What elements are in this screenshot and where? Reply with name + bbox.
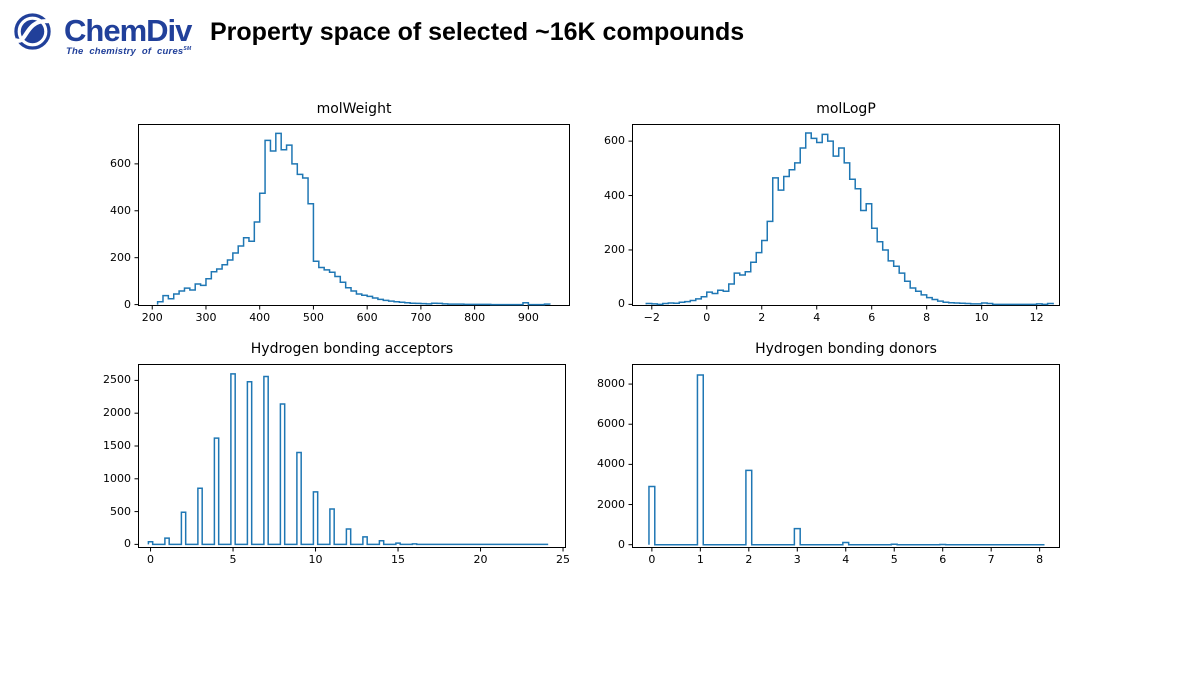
histogram-path xyxy=(156,132,551,306)
x-tick-label: −2 xyxy=(643,311,660,324)
x-tick-label: 400 xyxy=(249,311,271,324)
histogram-svg xyxy=(134,364,566,552)
x-tick-label: 20 xyxy=(473,553,488,566)
y-tick-label: 500 xyxy=(110,504,131,518)
x-tick-label: 900 xyxy=(517,311,539,324)
x-tick-label: 200 xyxy=(141,311,163,324)
y-tick-label: 0 xyxy=(618,297,625,311)
y-tick-label: 0 xyxy=(124,537,131,551)
x-tick-label: 6 xyxy=(868,311,876,324)
x-tick-label: 700 xyxy=(410,311,432,324)
x-tick-label: 10 xyxy=(974,311,989,324)
logo-ring xyxy=(14,13,51,50)
x-tick-label: 4 xyxy=(813,311,821,324)
y-tick-label: 2000 xyxy=(597,497,625,511)
chart-title-hb-acceptors: Hydrogen bonding acceptors xyxy=(250,341,454,357)
y-tick-label: 0 xyxy=(618,537,625,551)
y-tick-label: 8000 xyxy=(597,377,625,391)
x-tick-label: 12 xyxy=(1029,311,1044,324)
x-tick-label: 2 xyxy=(758,311,766,324)
histogram-path xyxy=(648,374,1045,546)
y-tick-label: 1500 xyxy=(103,438,131,452)
y-tick-label: 2000 xyxy=(103,406,131,420)
logo-tagline: The chemistry of curesSM xyxy=(66,46,194,57)
y-tick-label: 6000 xyxy=(597,417,625,431)
chart-title-mollogp: molLogP xyxy=(816,101,876,117)
y-tick-label: 600 xyxy=(110,156,131,170)
y-tick-label: 1000 xyxy=(103,471,131,485)
plot-area-mollogp: −2 0 2 4 6 8 10 12 0 200 400 600 xyxy=(604,124,1060,324)
x-tick-label: 7 xyxy=(987,553,995,566)
plot-frame xyxy=(632,364,1060,548)
plot-area-hb-donors: 0 1 2 3 4 5 6 7 8 0 2000 4000 6000 8000 xyxy=(597,364,1060,566)
x-tick-label: 5 xyxy=(229,553,237,566)
y-tick-label: 0 xyxy=(124,297,131,311)
y-tick-label: 4000 xyxy=(597,457,625,471)
x-tick-label: 3 xyxy=(793,553,801,566)
x-tick-label: 10 xyxy=(308,553,323,566)
chemdiv-logo-icon xyxy=(14,13,51,50)
histogram-path xyxy=(147,373,549,546)
logo-name: ChemDiv xyxy=(64,13,192,48)
histogram-svg xyxy=(134,124,570,310)
y-tick-label: 200 xyxy=(604,242,625,256)
y-tick-label: 400 xyxy=(604,188,625,202)
x-tick-label: 800 xyxy=(464,311,486,324)
plot-frame xyxy=(138,364,566,548)
x-tick-label: 8 xyxy=(923,311,931,324)
logo-disk xyxy=(20,19,45,44)
chart-title-molweight: molWeight xyxy=(316,101,392,117)
x-tick-label: 25 xyxy=(556,553,571,566)
x-tick-label: 4 xyxy=(842,553,850,566)
x-tick-label: 15 xyxy=(391,553,406,566)
x-tick-label: 0 xyxy=(703,311,711,324)
plot-area-hb-acceptors: 0 5 10 15 20 25 0 500 1000 1500 2000 2500 xyxy=(103,364,570,566)
chart-title-hb-donors: Hydrogen bonding donors xyxy=(755,341,937,357)
chart-mollogp: molLogP −2 0 2 4 6 8 10 12 0 200 400 600 xyxy=(604,101,1060,324)
x-tick-label: 6 xyxy=(939,553,947,566)
x-tick-label: 2 xyxy=(745,553,753,566)
plot-frame xyxy=(632,124,1060,306)
x-tick-label: 0 xyxy=(147,553,155,566)
chart-hb-acceptors: Hydrogen bonding acceptors 0 5 10 15 20 25 0 50… xyxy=(103,341,570,566)
x-tick-label: 300 xyxy=(195,311,217,324)
chart-hb-donors: Hydrogen bonding donors 0 1 2 3 4 5 6 7 8 0 2000 40… xyxy=(597,341,1060,566)
y-tick-label: 600 xyxy=(604,134,625,148)
y-tick-label: 400 xyxy=(110,203,131,217)
chemdiv-logo: ChemDiv The chemistry of curesSM xyxy=(9,7,194,57)
y-tick-label: 200 xyxy=(110,250,131,264)
page-title: Property space of selected ~16K compound… xyxy=(210,18,745,46)
logo-tagline-text: The chemistry of cures xyxy=(66,46,184,58)
plot-frame xyxy=(138,124,570,306)
logo-s-curve xyxy=(14,19,50,43)
histogram-path xyxy=(645,132,1054,306)
histogram-svg xyxy=(628,364,1060,552)
x-tick-label: 600 xyxy=(356,311,378,324)
x-tick-label: 500 xyxy=(302,311,324,324)
plot-area-molweight: 200 300 400 500 600 700 800 900 0 200 400 600 xyxy=(110,124,570,324)
x-tick-label: 0 xyxy=(648,553,656,566)
x-tick-label: 8 xyxy=(1036,553,1044,566)
x-tick-label: 1 xyxy=(696,553,704,566)
histogram-svg xyxy=(628,124,1060,310)
y-tick-label: 2500 xyxy=(103,373,131,387)
x-tick-label: 5 xyxy=(890,553,898,566)
logo-trademark: SM xyxy=(183,46,192,52)
chart-molweight: molWeight 200 300 400 500 600 700 800 900 0 200 40… xyxy=(110,101,570,324)
